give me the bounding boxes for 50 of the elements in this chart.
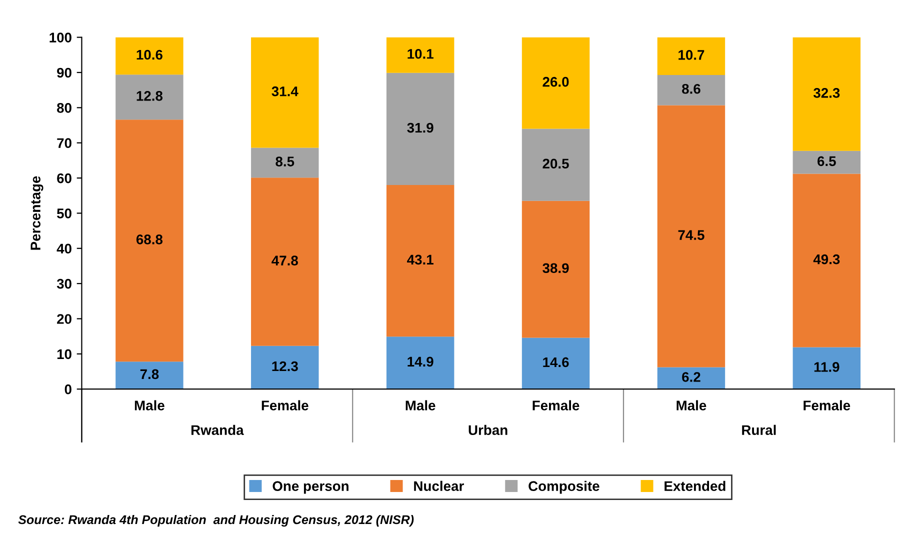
data-label: 10.1: [408, 48, 434, 59]
legend-label: Composite: [528, 480, 600, 494]
legend-label: One person: [272, 481, 348, 494]
data-label: 31.4: [272, 86, 298, 96]
data-label: 32.3: [813, 88, 840, 98]
y-tick-label: 10: [57, 349, 72, 360]
x-tick-label: Male: [676, 400, 706, 410]
data-label: 68.8: [136, 234, 163, 244]
data-label: 20.5: [542, 158, 569, 169]
x-tick-label: Female: [532, 400, 580, 410]
y-tick-label: 50: [56, 208, 72, 218]
data-label: 74.5: [678, 230, 704, 240]
text: Urban: [468, 424, 508, 436]
data-label: 26.0: [542, 76, 569, 87]
data-label: 14.9: [408, 356, 434, 367]
data-label: 49.3: [813, 254, 840, 264]
data-label: 6.2: [682, 372, 700, 382]
x-tick-label: Male: [134, 400, 164, 410]
source-note: Source: Rwanda 4th Population and Housing Census, 2012 (NISR): [18, 514, 414, 527]
data-label: 12.3: [272, 361, 298, 372]
data-label: 6.5: [818, 156, 836, 166]
x-tick-label: Female: [262, 400, 308, 410]
data-label: 7.8: [140, 369, 159, 380]
data-label: 8.6: [682, 84, 700, 94]
text: Rural: [742, 424, 776, 436]
y-tick-label: 40: [56, 244, 72, 254]
x-tick-label: Female: [804, 400, 850, 410]
x-tick-label: Male: [406, 400, 436, 410]
data-label: 12.8: [136, 91, 163, 101]
y-tick-label: 90: [57, 68, 72, 78]
data-label: 43.1: [407, 254, 434, 265]
legend-label: Nuclear: [414, 480, 464, 492]
data-label: 31.9: [407, 122, 434, 133]
data-label: 10.7: [678, 50, 704, 60]
y-tick-label: 60: [57, 173, 72, 184]
data-label: 38.9: [542, 263, 569, 274]
data-label: 10.6: [136, 50, 162, 60]
data-label: 47.8: [272, 256, 298, 266]
text: Rwanda: [191, 424, 244, 436]
y-axis-title: Percentage: [30, 176, 44, 250]
y-tick-label: 30: [56, 278, 72, 289]
y-tick-label: 0: [64, 384, 72, 394]
data-label: 14.6: [543, 357, 569, 368]
data-label: 11.9: [814, 362, 840, 372]
legend-label: Extended: [664, 480, 726, 492]
y-tick-label: 80: [56, 103, 72, 113]
y-tick-label: 100: [50, 32, 72, 42]
y-tick-label: 70: [57, 138, 72, 148]
y-tick-label: 20: [57, 314, 72, 324]
data-label: 8.5: [276, 156, 294, 166]
